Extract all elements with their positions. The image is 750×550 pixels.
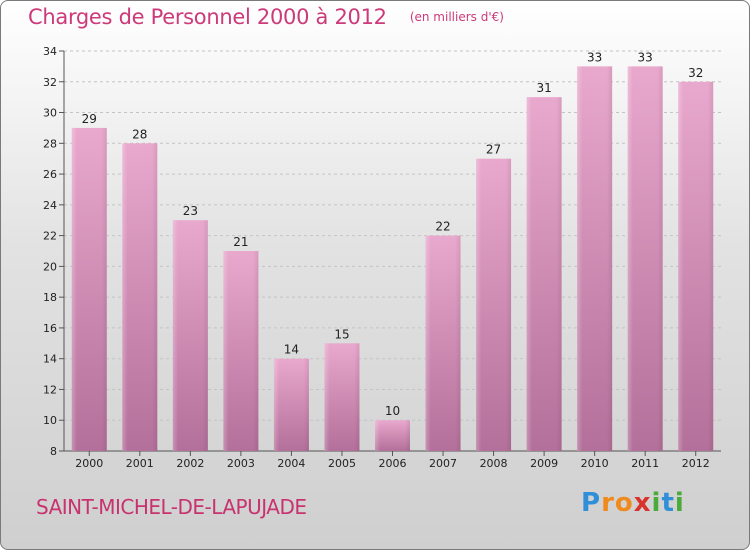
- x-tick-label: 2011: [631, 457, 659, 470]
- labels: 8 10 12 14 16 18 20 22 24 26 28 30 32 34 29 2000 28 2001 2…: [43, 45, 710, 470]
- value-label: 29: [82, 112, 97, 126]
- logo-letter: x: [633, 488, 652, 518]
- x-tick-label: 2000: [75, 457, 103, 470]
- y-tick-label: 26: [43, 168, 57, 181]
- axes: [59, 50, 721, 456]
- bar-sheen: [122, 143, 158, 452]
- bar-sheen: [476, 158, 512, 451]
- value-label: 33: [638, 50, 653, 64]
- y-tick-label: 24: [43, 199, 57, 212]
- value-label: 33: [587, 50, 602, 64]
- bar-sheen: [627, 66, 663, 451]
- title-row: Charges de Personnel 2000 à 2012 (en mil…: [28, 5, 504, 29]
- y-tick-label: 20: [43, 260, 57, 273]
- logo-letter: o: [614, 488, 634, 518]
- town-name: SAINT-MICHEL-DE-LAPUJADE: [36, 495, 307, 519]
- y-tick-label: 12: [43, 383, 57, 396]
- value-label: 28: [132, 127, 147, 141]
- y-tick-label: 10: [43, 414, 57, 427]
- y-tick-label: 34: [43, 45, 57, 58]
- bars: [71, 66, 714, 452]
- y-tick-label: 14: [43, 353, 57, 366]
- bar-sheen: [324, 343, 360, 451]
- value-label: 23: [183, 204, 198, 218]
- x-tick-label: 2009: [530, 457, 558, 470]
- logo-letter: t: [661, 488, 675, 518]
- bar-sheen: [71, 127, 107, 451]
- bar-sheen: [526, 97, 562, 452]
- x-tick-label: 2004: [277, 457, 305, 470]
- x-tick-label: 2006: [379, 457, 407, 470]
- bar-sheen: [375, 420, 410, 451]
- value-label: 31: [536, 81, 551, 95]
- value-label: 32: [688, 66, 703, 80]
- y-tick-label: 18: [43, 291, 57, 304]
- bar-sheen: [577, 66, 613, 451]
- bar-sheen: [273, 358, 309, 451]
- y-tick-label: 28: [43, 137, 57, 150]
- value-label: 15: [334, 327, 349, 341]
- logo-letter: r: [601, 488, 615, 518]
- x-tick-label: 2003: [227, 457, 255, 470]
- x-tick-label: 2008: [480, 457, 508, 470]
- logo-letter: i: [651, 488, 662, 518]
- bar-sheen: [678, 81, 714, 452]
- x-tick-label: 2012: [682, 457, 710, 470]
- x-tick-label: 2007: [429, 457, 457, 470]
- logo-letter: i: [674, 488, 685, 518]
- value-label: 27: [486, 143, 501, 157]
- x-tick-label: 2005: [328, 457, 356, 470]
- chart-unit: (en milliers d'€): [409, 10, 504, 24]
- x-tick-label: 2002: [176, 457, 204, 470]
- y-tick-label: 22: [43, 230, 57, 243]
- value-label: 10: [385, 404, 400, 418]
- grid-lines: [64, 50, 721, 421]
- bar-sheen: [223, 251, 259, 451]
- y-tick-label: 8: [50, 445, 57, 458]
- x-tick-label: 2001: [126, 457, 154, 470]
- y-tick-label: 32: [43, 76, 57, 89]
- proxiti-logo[interactable]: Proxiti: [581, 488, 685, 518]
- y-tick-label: 16: [43, 322, 57, 335]
- y-tick-label: 30: [43, 107, 57, 120]
- x-tick-label: 2010: [581, 457, 609, 470]
- bar-sheen: [172, 220, 208, 451]
- logo-letter: P: [581, 488, 602, 518]
- value-label: 22: [435, 220, 450, 234]
- value-label: 14: [284, 343, 299, 357]
- chart-title: Charges de Personnel 2000 à 2012: [28, 5, 387, 29]
- value-label: 21: [233, 235, 248, 249]
- bar-sheen: [425, 235, 461, 451]
